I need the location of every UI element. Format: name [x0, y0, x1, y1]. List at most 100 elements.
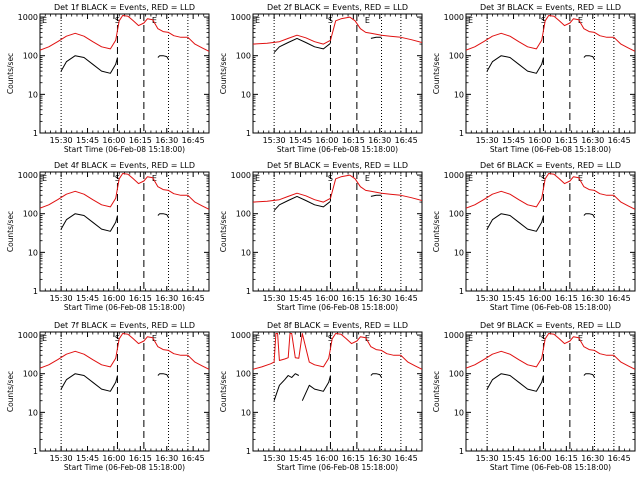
x-tick-label: 16:15 [129, 136, 152, 145]
x-tick-label: 16:30 [368, 136, 391, 145]
events-series-line [273, 37, 331, 53]
y-tick-label: 1000 [444, 331, 464, 340]
end-marker-label: E [578, 16, 583, 25]
x-tick-label: 16:00 [102, 136, 125, 145]
edge-marker-label: E [468, 174, 473, 183]
y-tick-label: 10 [28, 90, 38, 99]
chart-panel-2: Det 2f BLACK = Events, RED = LLD 1 10 100 10… [219, 3, 423, 154]
start-marker-label: S [115, 334, 120, 343]
y-axis-label: Counts/sec [6, 53, 15, 94]
y-tick-label: 100 [449, 370, 464, 379]
plot-frame [465, 331, 636, 452]
events-series-line [60, 213, 118, 232]
y-tick-label: 100 [236, 52, 251, 61]
y-tick-label: 1000 [18, 171, 38, 180]
x-axis-label: Start Time (06-Feb-08 15:18:00) [64, 463, 185, 472]
plot-area [40, 333, 209, 392]
events-series-line [273, 195, 331, 211]
plot-frame [465, 171, 636, 292]
y-tick-label: 1 [246, 447, 251, 456]
end-marker-label: E [365, 16, 370, 25]
y-tick-label: 10 [454, 248, 464, 257]
x-axis-label: Start Time (06-Feb-08 15:18:00) [64, 303, 185, 312]
y-axis-label: Counts/sec [432, 53, 441, 94]
x-tick-label: 16:45 [395, 136, 418, 145]
y-tick-label: 1000 [444, 13, 464, 22]
end-marker-label: E [578, 174, 583, 183]
edge-marker-label: E [255, 334, 260, 343]
x-tick-label: 16:15 [555, 294, 578, 303]
edge-marker-label: E [255, 174, 260, 183]
plot-frame [252, 13, 423, 134]
events-series-line [370, 36, 382, 39]
lld-series-line [466, 173, 635, 210]
chart-title: Det 2f BLACK = Events, RED = LLD [267, 3, 408, 12]
edge-marker-label: E [468, 334, 473, 343]
x-axis-label: Start Time (06-Feb-08 15:18:00) [490, 303, 611, 312]
x-tick-label: 16:00 [528, 454, 551, 463]
y-tick-label: 10 [241, 248, 251, 257]
chart-title: Det 3f BLACK = Events, RED = LLD [480, 3, 621, 12]
lld-series-line [253, 333, 422, 370]
y-axis-label: Counts/sec [219, 211, 228, 252]
x-tick-label: 15:45 [502, 136, 525, 145]
x-tick-label: 16:15 [342, 294, 365, 303]
y-tick-label: 10 [241, 90, 251, 99]
lld-series-line [40, 333, 209, 370]
x-tick-label: 16:30 [155, 294, 178, 303]
x-tick-label: 16:00 [315, 294, 338, 303]
x-tick-label: 15:30 [476, 294, 499, 303]
x-tick-label: 16:00 [528, 136, 551, 145]
y-axis-label: Counts/sec [432, 371, 441, 412]
chart-title: Det 4f BLACK = Events, RED = LLD [54, 161, 195, 170]
y-tick-label: 1 [459, 287, 464, 296]
events-series-line [583, 213, 595, 218]
y-tick-label: 1000 [18, 13, 38, 22]
y-tick-label: 100 [23, 52, 38, 61]
plot-area [40, 15, 209, 74]
y-tick-label: 1000 [231, 171, 251, 180]
y-axis-label: Counts/sec [219, 371, 228, 412]
start-marker-label: S [541, 334, 546, 343]
y-tick-label: 10 [454, 90, 464, 99]
events-series-line [157, 213, 169, 218]
x-axis-label: Start Time (06-Feb-08 15:18:00) [64, 145, 185, 154]
y-tick-label: 1000 [231, 331, 251, 340]
chart-title: Det 1f BLACK = Events, RED = LLD [54, 3, 195, 12]
y-tick-label: 100 [23, 210, 38, 219]
y-axis-label: Counts/sec [6, 211, 15, 252]
y-tick-label: 1 [33, 447, 38, 456]
events-series-line [370, 373, 382, 378]
lld-series-line [40, 173, 209, 210]
y-tick-label: 1 [33, 287, 38, 296]
events-series-line [370, 194, 382, 197]
end-marker-label: E [365, 334, 370, 343]
x-tick-label: 16:15 [555, 454, 578, 463]
plot-frame [252, 171, 423, 292]
x-tick-label: 15:45 [76, 294, 99, 303]
events-series-line [583, 55, 595, 60]
edge-marker-label: E [42, 16, 47, 25]
y-tick-label: 100 [449, 210, 464, 219]
events-series-line [60, 55, 118, 74]
x-axis-label: Start Time (06-Feb-08 15:18:00) [277, 463, 398, 472]
y-tick-label: 100 [236, 210, 251, 219]
x-tick-label: 15:45 [289, 294, 312, 303]
lld-series-line [253, 16, 422, 45]
y-tick-label: 1 [33, 129, 38, 138]
x-tick-label: 16:45 [608, 294, 631, 303]
x-tick-label: 16:15 [129, 454, 152, 463]
y-tick-label: 10 [28, 408, 38, 417]
x-tick-label: 15:45 [502, 454, 525, 463]
chart-title: Det 8f BLACK = Events, RED = LLD [267, 321, 408, 330]
start-marker-label: S [328, 334, 333, 343]
y-tick-label: 1 [459, 447, 464, 456]
edge-marker-label: E [42, 334, 47, 343]
x-tick-label: 16:45 [608, 454, 631, 463]
chart-title: Det 9f BLACK = Events, RED = LLD [480, 321, 621, 330]
x-axis-label: Start Time (06-Feb-08 15:18:00) [277, 145, 398, 154]
y-tick-label: 100 [23, 370, 38, 379]
x-tick-label: 16:45 [395, 454, 418, 463]
x-tick-label: 16:45 [182, 454, 205, 463]
